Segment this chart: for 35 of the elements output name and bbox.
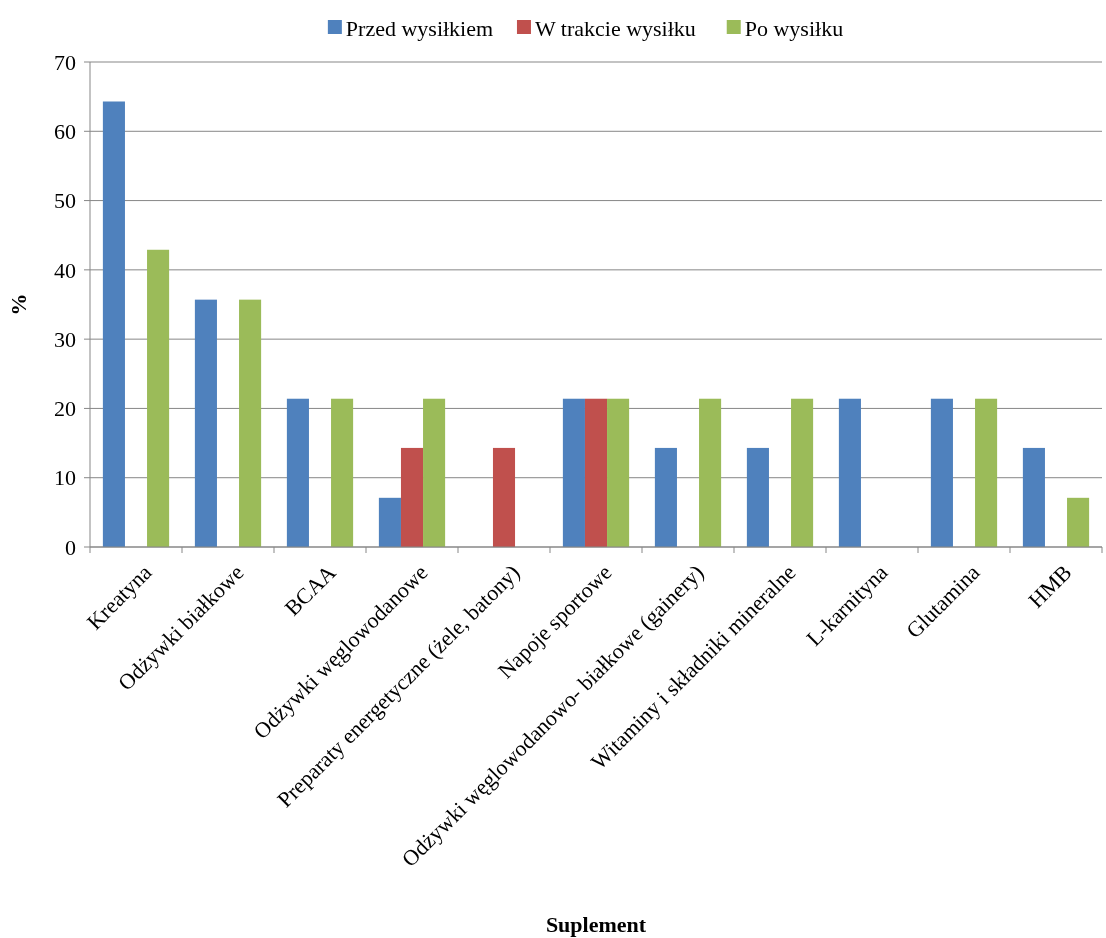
bar [331,398,354,547]
bar [378,497,401,547]
bar [423,398,446,547]
bar [975,398,998,547]
bar [791,398,814,547]
y-tick-label: 40 [54,257,76,283]
legend-label: Przed wysiłkiem [345,15,494,41]
bar [930,398,953,547]
bar [838,398,861,547]
bar [584,398,608,547]
bar [746,447,769,547]
bar [239,299,262,547]
bar [400,447,424,547]
legend-label: Po wysiłku [744,15,844,41]
y-tick-label: 50 [54,188,76,214]
bar [286,398,309,547]
bar [102,101,125,547]
y-tick-label: 20 [54,396,76,422]
y-axis-title: % [6,293,31,316]
y-tick-label: 10 [54,465,76,491]
y-tick-label: 0 [65,534,76,560]
bar [1067,497,1090,547]
bar [492,447,516,547]
bar [699,398,722,547]
bar [654,447,677,547]
legend-label: W trakcie wysiłku [534,15,696,41]
bar [607,398,630,547]
x-axis-title: Suplement [545,912,647,937]
y-tick-label: 70 [54,49,76,75]
y-tick-label: 60 [54,118,76,144]
y-tick-label: 30 [54,326,76,352]
bar [194,299,217,547]
bar [147,249,170,547]
bar [1022,447,1045,547]
bar [562,398,585,547]
